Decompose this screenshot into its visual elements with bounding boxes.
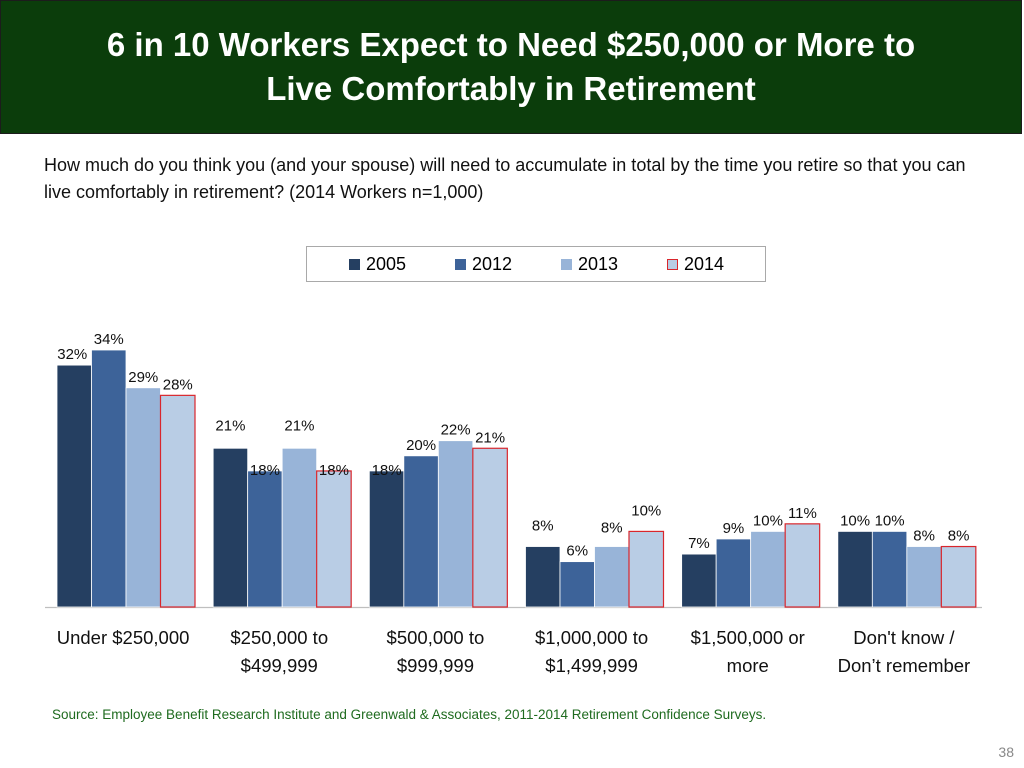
data-label: 22% (441, 422, 471, 439)
survey-question: How much do you think you (and your spou… (44, 155, 966, 202)
data-label: 8% (601, 520, 623, 537)
legend-item-2014: 2014 (667, 247, 724, 281)
data-label: 10% (753, 512, 783, 529)
bar-chart: 32% 34% 29% 28% Under $250,000 21% 18% 21% 18% $2… (45, 331, 982, 676)
slide-title: 6 in 10 Workers Expect to Need $250,000 … (106, 26, 916, 107)
data-label: 34% (94, 331, 124, 348)
legend-item-2005: 2005 (349, 247, 406, 281)
category-label: Under $250,000 (57, 627, 190, 648)
bar-2005-0 (56, 364, 92, 608)
category-label: $500,000 to (387, 627, 485, 648)
category-label: $999,999 (397, 655, 474, 676)
bar-2012-0 (91, 349, 127, 608)
category-label: Don’t remember (838, 655, 971, 676)
bar-2005-5 (837, 531, 873, 608)
category-label: more (727, 655, 769, 676)
bar-2013-0 (125, 387, 161, 608)
data-label: 32% (57, 346, 87, 363)
data-label: 21% (475, 429, 505, 446)
category-label: $1,499,999 (545, 655, 638, 676)
bar-2012-1 (247, 470, 283, 608)
title-band: 6 in 10 Workers Expect to Need $250,000 … (0, 0, 1022, 134)
bar-2005-4 (681, 553, 717, 608)
data-label: 10% (875, 512, 905, 529)
legend-swatch (455, 258, 466, 270)
bar-2012-3 (559, 561, 595, 608)
bar-2013-5 (906, 546, 942, 608)
data-label: 29% (128, 369, 158, 386)
data-label: 8% (913, 528, 935, 545)
legend-label: 2013 (578, 253, 619, 274)
bar-2013-3 (594, 546, 630, 608)
data-label: 18% (250, 462, 280, 479)
bar-2014-0 (159, 394, 196, 608)
bar-2013-4 (750, 531, 786, 608)
category-label: $499,999 (241, 655, 318, 676)
legend-swatch (349, 258, 360, 270)
category-label: $1,000,000 to (535, 627, 648, 648)
category-label: $250,000 to (230, 627, 328, 648)
data-label: 11% (788, 505, 817, 522)
legend-swatch (561, 258, 572, 270)
legend-label: 2012 (472, 253, 513, 274)
chart-legend: 2005 2012 2013 2014 (306, 246, 766, 282)
data-label: 9% (723, 520, 745, 537)
bar-2014-2 (472, 447, 508, 608)
data-label: 21% (284, 417, 314, 434)
data-label: 8% (532, 518, 554, 535)
legend-item-2012: 2012 (455, 247, 512, 281)
data-label: 28% (163, 376, 193, 393)
legend-label: 2014 (684, 253, 725, 274)
data-label: 10% (840, 512, 870, 529)
data-label: 6% (566, 543, 588, 560)
bar-2005-1 (212, 447, 249, 608)
bar-2012-2 (403, 455, 439, 608)
bar-2013-2 (437, 440, 474, 608)
data-label: 20% (406, 437, 436, 454)
legend-item-2013: 2013 (561, 247, 618, 281)
bar-2005-2 (368, 470, 405, 608)
data-label: 18% (319, 462, 349, 479)
legend-swatch (667, 258, 678, 270)
page-number: 38 (998, 744, 1014, 760)
bar-2014-1 (316, 470, 352, 608)
data-label: 21% (215, 417, 245, 434)
bar-2014-5 (940, 545, 977, 608)
data-label: 8% (948, 528, 970, 545)
bar-2012-4 (715, 538, 752, 608)
bar-2014-3 (628, 530, 665, 608)
source-note: Source: Employee Benefit Research Instit… (52, 707, 767, 722)
bar-2014-4 (784, 523, 821, 608)
bar-2005-3 (525, 546, 561, 608)
data-label: 7% (688, 535, 710, 552)
data-label: 18% (372, 462, 402, 479)
category-label: Don't know / (853, 627, 955, 648)
legend-label: 2005 (366, 253, 407, 274)
data-label: 10% (631, 502, 661, 519)
category-label: $1,500,000 or (691, 627, 805, 648)
bar-2013-1 (281, 447, 318, 608)
bar-2012-5 (871, 531, 908, 608)
